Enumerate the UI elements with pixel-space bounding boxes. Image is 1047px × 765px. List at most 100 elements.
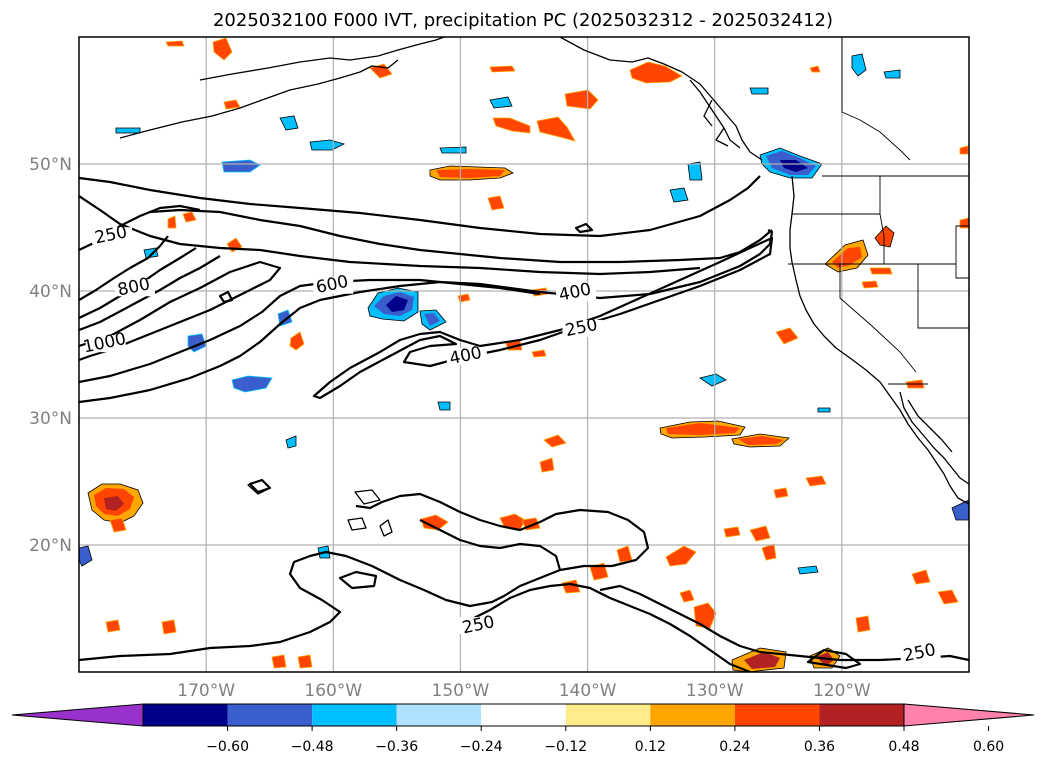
colorbar-segment	[565, 704, 651, 726]
ivt-label-background	[446, 347, 487, 365]
precip-blob	[937, 589, 959, 605]
map-frame	[78, 36, 970, 673]
alaska-canada-border	[841, 37, 911, 161]
precip-blob	[665, 545, 697, 567]
longitude-labels: 170°W 160°W 150°W 140°W 130°W 120°W	[177, 681, 871, 701]
ivt-label-background	[92, 227, 133, 245]
coastlines	[119, 37, 969, 537]
precip-blob	[279, 115, 299, 131]
ivt-label-background	[313, 276, 354, 294]
precip-blob	[775, 327, 799, 345]
alaska-gulf-coast	[559, 37, 763, 161]
longitude-label: 140°W	[559, 681, 617, 701]
precip-blob	[874, 225, 895, 248]
precip-blob	[855, 615, 871, 633]
ivt-contour-small-5	[806, 648, 862, 670]
precip-blob	[749, 87, 769, 95]
oregon-idaho-border	[879, 176, 885, 264]
precip-blob	[536, 116, 576, 142]
precip-blob	[817, 407, 831, 413]
precip-blob	[79, 545, 93, 567]
precip-blob	[115, 127, 141, 134]
ivt-contour-small-3	[574, 222, 594, 234]
precip-blob	[165, 40, 185, 47]
longitude-label: 120°W	[813, 681, 871, 701]
ivt-contour-600b	[79, 255, 221, 332]
precip-blob	[182, 211, 197, 223]
precip-blob	[531, 349, 547, 358]
colorbar-segment	[227, 704, 313, 726]
precip-blob	[809, 65, 821, 73]
colorbar-extend-max	[903, 703, 1035, 727]
colorbar-segment	[819, 704, 904, 726]
precip-blob	[773, 487, 789, 499]
colorbar-segment	[481, 704, 566, 726]
precip-blob	[869, 267, 893, 275]
alaska-peninsula	[119, 59, 399, 139]
precip-blob	[487, 195, 505, 211]
precip-blob	[723, 526, 741, 538]
precip-blob	[105, 619, 121, 633]
precip-blob	[959, 145, 969, 155]
precip-blob	[439, 146, 467, 154]
latitude-labels: 50°N 40°N 30°N 20°N	[29, 155, 72, 556]
baja-peninsula	[899, 391, 969, 485]
ivt-label-background	[900, 645, 941, 663]
latitude-label: 30°N	[29, 409, 72, 429]
precip-blob	[679, 589, 695, 603]
precip-blob	[851, 53, 867, 77]
precip-blob	[749, 525, 771, 542]
precip-blob	[285, 435, 297, 449]
precip-blob	[883, 69, 901, 79]
precip-blob	[492, 117, 531, 134]
bc-coast-islands	[689, 79, 741, 149]
ivt-contour-400-closed	[312, 236, 774, 400]
colorbar: −0.60 −0.48 −0.36 −0.24 −0.12 0.12 0.24 0.36 0.4…	[11, 703, 1035, 755]
ivt-label-background	[114, 279, 155, 297]
precip-blob	[564, 89, 599, 110]
latitude-label: 20°N	[29, 536, 72, 556]
precip-blob	[386, 296, 408, 312]
precip-blob	[289, 331, 305, 351]
colorbar-segment	[650, 704, 735, 726]
ivt-contour-1000	[79, 235, 169, 301]
precip-blob	[167, 215, 177, 229]
ivt-label-background	[556, 284, 597, 302]
precip-blob	[221, 159, 261, 173]
precip-blob	[297, 654, 313, 669]
nevada-border	[917, 264, 969, 329]
political-borders	[788, 37, 969, 385]
ivt-contour-250-tropical	[79, 492, 650, 662]
colorbar-tick-label: −0.36	[375, 739, 418, 755]
utah-border	[955, 225, 969, 279]
map-background	[79, 37, 969, 672]
alaska-coastline	[199, 37, 445, 81]
precip-blob	[223, 99, 241, 110]
precip-blob	[489, 96, 513, 109]
precip-blob	[109, 517, 127, 533]
longitude-label: 130°W	[686, 681, 744, 701]
precip-blob	[589, 562, 609, 581]
ivt-contour-250-south	[79, 229, 774, 404]
colorbar-segment	[312, 704, 397, 726]
precip-blob	[424, 313, 440, 326]
ivt-contour-small-4	[218, 290, 234, 304]
precip-blob	[161, 619, 177, 635]
colorbar-segment	[143, 704, 228, 726]
ivt-label-background	[459, 617, 500, 635]
precip-blob	[738, 436, 784, 445]
colorbar-segment	[396, 704, 482, 726]
colorbar-extend-min	[11, 703, 144, 727]
precip-blob	[669, 187, 689, 203]
precip-blob	[489, 65, 516, 73]
latitude-label: 50°N	[29, 155, 72, 175]
precip-blob	[539, 457, 555, 473]
us-west-coast	[789, 175, 969, 505]
ivt-label-background	[562, 319, 603, 337]
ivt-contours	[79, 175, 969, 672]
precip-blob	[212, 37, 233, 61]
precip-blob	[271, 654, 287, 669]
